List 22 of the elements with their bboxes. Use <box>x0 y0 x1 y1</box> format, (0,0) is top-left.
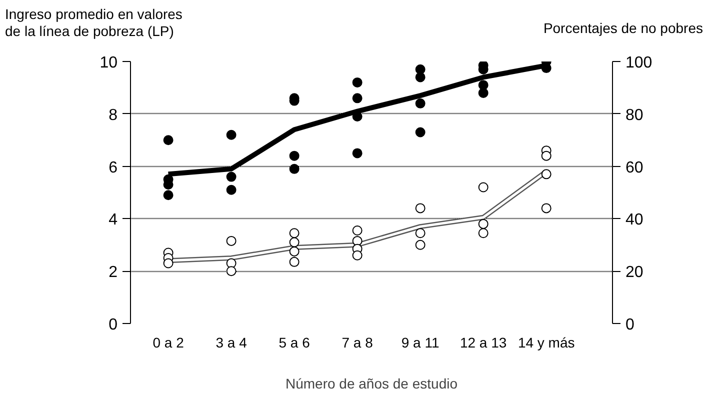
x-tick-label: 14 y más <box>518 334 575 350</box>
x-tick-label: 12 a 13 <box>460 334 507 350</box>
y-tick-label: 6 <box>108 159 118 176</box>
x-tick-label: 9 a 11 <box>401 334 440 350</box>
x-tick-label: 5 a 6 <box>278 334 310 350</box>
y2-tick-label: 0 <box>626 316 634 334</box>
y-axis-title: Ingreso promedio en valores de la línea de pobreza (LP) <box>5 5 182 40</box>
x-tick-label: 7 a 8 <box>342 334 374 350</box>
y-tick-label: 2 <box>108 264 118 282</box>
x-tick-label: 0 a 2 <box>152 334 184 350</box>
y2-tick-label: 20 <box>626 264 644 282</box>
x-tick-label: 3 a 4 <box>216 334 248 350</box>
y2-tick-label: 40 <box>626 212 644 229</box>
y2-tick-label: 80 <box>626 106 644 124</box>
y-tick-label: 8 <box>108 106 118 124</box>
y-tick-label: 0 <box>108 316 118 334</box>
y-tick-label: 10 <box>100 54 118 72</box>
y-tick-label: 4 <box>108 212 118 229</box>
y2-axis-title: Porcentajes de no pobres <box>543 19 703 38</box>
x-axis-title: Número de años de estudio <box>286 376 458 392</box>
y2-tick-label: 100 <box>626 54 652 72</box>
y2-tick-label: 60 <box>626 159 644 176</box>
